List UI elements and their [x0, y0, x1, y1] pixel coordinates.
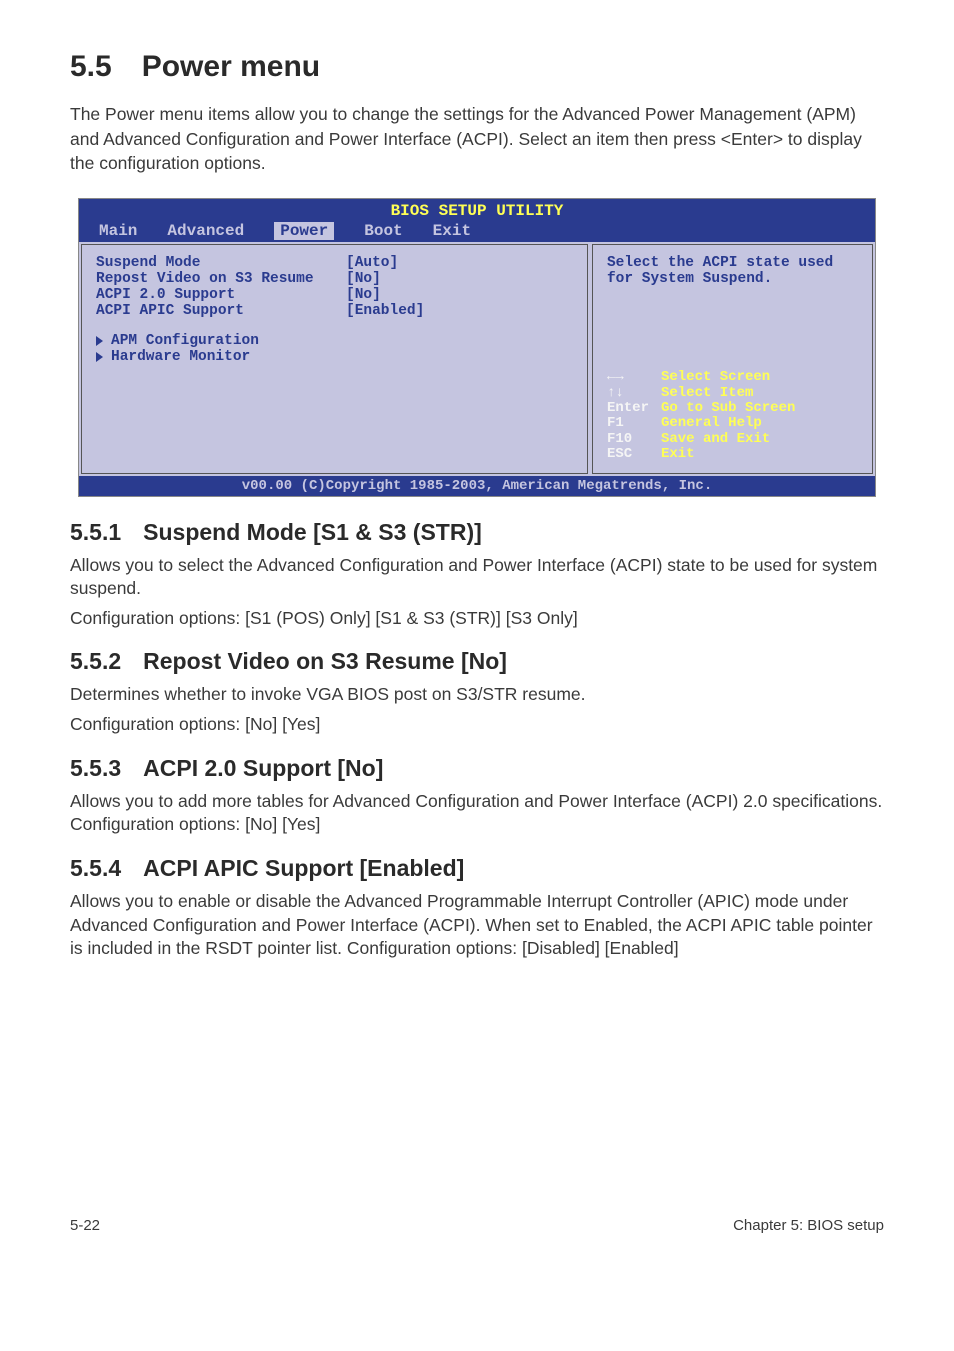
page-number: 5-22	[70, 1217, 100, 1234]
bios-nav-help: ←→Select Screen ↑↓Select Item EnterGo to…	[607, 370, 858, 462]
title-text: Power menu	[142, 50, 320, 84]
section-552-body1: Determines whether to invoke VGA BIOS po…	[70, 683, 884, 707]
bios-tab-exit[interactable]: Exit	[433, 222, 471, 240]
nav-label: Save and Exit	[661, 432, 770, 447]
bios-screenshot: BIOS SETUP UTILITY Main Advanced Power B…	[78, 198, 876, 497]
bios-tab-main[interactable]: Main	[99, 222, 137, 240]
bios-header: BIOS SETUP UTILITY	[79, 199, 875, 220]
section-number: 5.5.1	[70, 519, 121, 546]
bios-right-panel: Select the ACPI state used for System Su…	[592, 244, 873, 474]
bios-footer: v00.00 (C)Copyright 1985-2003, American …	[79, 476, 875, 496]
bios-item-label: Suspend Mode	[96, 255, 346, 271]
bios-tab-boot[interactable]: Boot	[364, 222, 402, 240]
nav-key: ↑↓	[607, 386, 661, 401]
bios-help-text: Select the ACPI state used for System Su…	[607, 255, 858, 287]
section-text: ACPI 2.0 Support [No]	[143, 755, 383, 782]
bios-body: Suspend Mode [Auto] Repost Video on S3 R…	[79, 242, 875, 476]
page-footer: 5-22 Chapter 5: BIOS setup	[70, 1211, 884, 1234]
bios-item-value: [No]	[346, 271, 573, 287]
bios-submenu-hwmonitor[interactable]: Hardware Monitor	[96, 349, 573, 365]
bios-left-panel: Suspend Mode [Auto] Repost Video on S3 R…	[81, 244, 588, 474]
bios-tab-power[interactable]: Power	[274, 222, 334, 240]
nav-key: F10	[607, 432, 661, 447]
section-551-body2: Configuration options: [S1 (POS) Only] […	[70, 607, 884, 631]
section-551-title: 5.5.1 Suspend Mode [S1 & S3 (STR)]	[70, 519, 884, 546]
section-552-body2: Configuration options: [No] [Yes]	[70, 713, 884, 737]
nav-label: Select Item	[661, 386, 753, 401]
chapter-label: Chapter 5: BIOS setup	[733, 1217, 884, 1234]
intro-paragraph: The Power menu items allow you to change…	[70, 102, 884, 176]
section-text: Suspend Mode [S1 & S3 (STR)]	[143, 519, 482, 546]
bios-item-label: ACPI 2.0 Support	[96, 287, 346, 303]
section-text: Repost Video on S3 Resume [No]	[143, 648, 507, 675]
nav-key: Enter	[607, 401, 661, 416]
nav-key: ESC	[607, 447, 661, 462]
bios-item-suspend[interactable]: Suspend Mode [Auto]	[96, 255, 573, 271]
nav-label: Exit	[661, 447, 695, 462]
bios-item-acpi20[interactable]: ACPI 2.0 Support [No]	[96, 287, 573, 303]
bios-item-apic[interactable]: ACPI APIC Support [Enabled]	[96, 303, 573, 319]
section-554-title: 5.5.4 ACPI APIC Support [Enabled]	[70, 855, 884, 882]
triangle-icon	[96, 336, 103, 346]
section-553-title: 5.5.3 ACPI 2.0 Support [No]	[70, 755, 884, 782]
bios-tab-bar: Main Advanced Power Boot Exit	[79, 220, 875, 242]
section-number: 5.5.2	[70, 648, 121, 675]
nav-key: F1	[607, 416, 661, 431]
bios-item-value: [No]	[346, 287, 573, 303]
section-number: 5.5.3	[70, 755, 121, 782]
bios-submenu-label: APM Configuration	[111, 333, 259, 349]
bios-item-value: [Auto]	[346, 255, 573, 271]
page-title: 5.5 Power menu	[70, 50, 884, 84]
triangle-icon	[96, 352, 103, 362]
bios-item-label: Repost Video on S3 Resume	[96, 271, 346, 287]
section-554-body: Allows you to enable or disable the Adva…	[70, 890, 884, 961]
section-551-body1: Allows you to select the Advanced Config…	[70, 554, 884, 601]
section-552-title: 5.5.2 Repost Video on S3 Resume [No]	[70, 648, 884, 675]
bios-item-value: [Enabled]	[346, 303, 573, 319]
nav-label: Go to Sub Screen	[661, 401, 795, 416]
title-number: 5.5	[70, 50, 112, 84]
nav-key: ←→	[607, 370, 661, 385]
nav-label: General Help	[661, 416, 762, 431]
bios-submenu-apm[interactable]: APM Configuration	[96, 333, 573, 349]
section-553-body: Allows you to add more tables for Advanc…	[70, 790, 884, 837]
section-text: ACPI APIC Support [Enabled]	[143, 855, 464, 882]
bios-submenu-label: Hardware Monitor	[111, 349, 250, 365]
bios-item-repost[interactable]: Repost Video on S3 Resume [No]	[96, 271, 573, 287]
section-number: 5.5.4	[70, 855, 121, 882]
nav-label: Select Screen	[661, 370, 770, 385]
bios-item-label: ACPI APIC Support	[96, 303, 346, 319]
bios-tab-advanced[interactable]: Advanced	[167, 222, 244, 240]
